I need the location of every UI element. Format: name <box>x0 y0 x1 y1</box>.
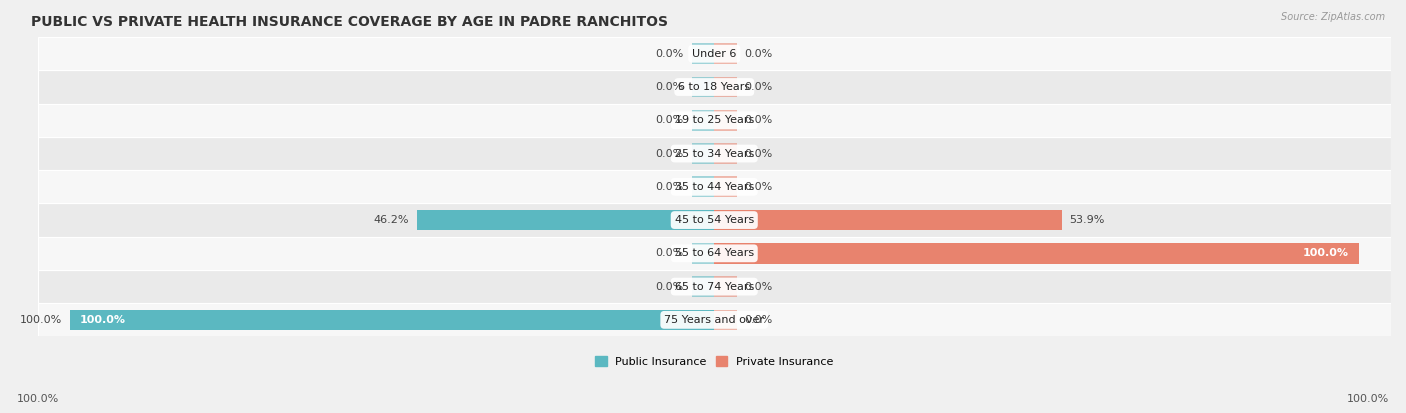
Text: 53.9%: 53.9% <box>1070 215 1105 225</box>
Text: 25 to 34 Years: 25 to 34 Years <box>675 149 754 159</box>
Bar <box>692 143 714 164</box>
Legend: Public Insurance, Private Insurance: Public Insurance, Private Insurance <box>596 356 834 367</box>
Bar <box>714 210 1062 230</box>
Text: 100.0%: 100.0% <box>79 315 125 325</box>
Text: Source: ZipAtlas.com: Source: ZipAtlas.com <box>1281 12 1385 22</box>
Text: 0.0%: 0.0% <box>655 248 683 258</box>
Text: 0.0%: 0.0% <box>745 115 773 125</box>
Text: 100.0%: 100.0% <box>17 394 59 404</box>
Bar <box>692 110 714 131</box>
Text: 100.0%: 100.0% <box>20 315 62 325</box>
Bar <box>692 176 714 197</box>
Bar <box>70 309 714 330</box>
Bar <box>714 309 737 330</box>
Bar <box>714 43 737 64</box>
Text: 0.0%: 0.0% <box>745 182 773 192</box>
Text: Under 6: Under 6 <box>692 49 737 59</box>
Bar <box>714 143 737 164</box>
Text: PUBLIC VS PRIVATE HEALTH INSURANCE COVERAGE BY AGE IN PADRE RANCHITOS: PUBLIC VS PRIVATE HEALTH INSURANCE COVER… <box>31 15 668 29</box>
Text: 35 to 44 Years: 35 to 44 Years <box>675 182 754 192</box>
Text: 65 to 74 Years: 65 to 74 Years <box>675 282 754 292</box>
Text: 6 to 18 Years: 6 to 18 Years <box>678 82 751 92</box>
Text: 0.0%: 0.0% <box>745 49 773 59</box>
Text: 100.0%: 100.0% <box>1347 394 1389 404</box>
Bar <box>38 303 1391 337</box>
Bar <box>714 243 1358 263</box>
Text: 75 Years and over: 75 Years and over <box>664 315 765 325</box>
Bar <box>38 204 1391 237</box>
Bar <box>692 77 714 97</box>
Text: 0.0%: 0.0% <box>745 149 773 159</box>
Bar <box>714 77 737 97</box>
Text: 100.0%: 100.0% <box>1303 248 1350 258</box>
Bar <box>38 104 1391 137</box>
Bar <box>38 137 1391 170</box>
Bar <box>38 237 1391 270</box>
Bar <box>38 70 1391 104</box>
Text: 0.0%: 0.0% <box>745 315 773 325</box>
Bar <box>714 176 737 197</box>
Text: 55 to 64 Years: 55 to 64 Years <box>675 248 754 258</box>
Text: 0.0%: 0.0% <box>655 82 683 92</box>
Text: 0.0%: 0.0% <box>655 282 683 292</box>
Text: 0.0%: 0.0% <box>745 82 773 92</box>
Text: 0.0%: 0.0% <box>655 149 683 159</box>
Text: 19 to 25 Years: 19 to 25 Years <box>675 115 754 125</box>
Bar <box>38 270 1391 303</box>
Text: 0.0%: 0.0% <box>655 115 683 125</box>
Bar <box>692 43 714 64</box>
Bar <box>692 243 714 263</box>
Bar <box>692 276 714 297</box>
Bar <box>416 210 714 230</box>
Bar <box>38 170 1391 204</box>
Text: 0.0%: 0.0% <box>655 182 683 192</box>
Text: 0.0%: 0.0% <box>745 282 773 292</box>
Text: 45 to 54 Years: 45 to 54 Years <box>675 215 754 225</box>
Text: 0.0%: 0.0% <box>655 49 683 59</box>
Bar <box>714 276 737 297</box>
Bar <box>714 110 737 131</box>
Text: 46.2%: 46.2% <box>373 215 409 225</box>
Bar <box>38 37 1391 70</box>
